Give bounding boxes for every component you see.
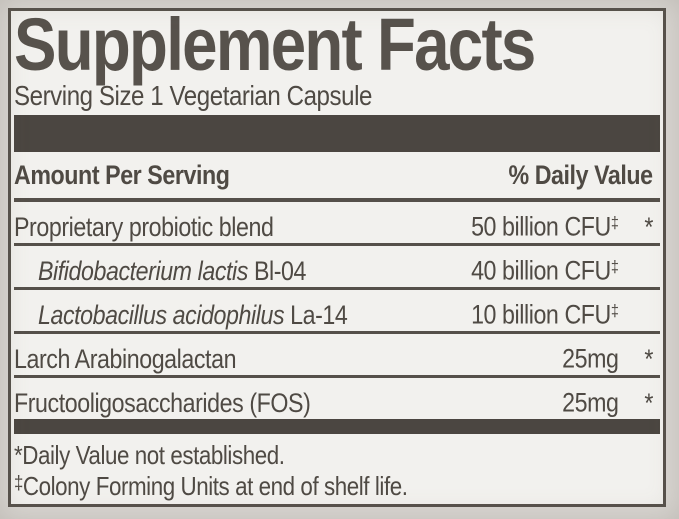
dagger-mark: ‡ [14,472,23,494]
dagger-mark: ‡ [610,257,619,276]
panel-title-text: Supplement Facts [14,8,536,86]
header-divider [14,198,660,202]
serving-size-text: Serving Size 1 Vegetarian Capsule [14,80,372,111]
amount-value: 50 billion CFU‡ [471,211,619,242]
ingredient-name: Lactobacillus acidophilus La-14 [38,299,348,330]
amount-value: 25mg [562,343,620,374]
row-divider [14,331,660,334]
ingredient-name: Proprietary probiotic blend [14,211,274,242]
table-row: Lactobacillus acidophilus La-14 10 billi… [14,290,660,331]
column-daily-value: % Daily Value [508,160,654,190]
footnote-cfu: ‡Colony Forming Units at end of shelf li… [14,470,408,501]
amount-value: 40 billion CFU‡ [471,255,619,286]
row-divider [14,243,660,246]
separator-bar-top [14,115,660,152]
table-row: Fructooligosaccharides (FOS) 25mg * [14,378,660,419]
daily-value-cell: * [644,387,653,418]
footnote-daily-value: *Daily Value not established. [14,440,285,470]
table-row: Larch Arabinogalactan 25mg * [14,334,660,375]
daily-value-cell [619,295,653,336]
ingredient-name: Fructooligosaccharides (FOS) [14,387,311,418]
footnotes: *Daily Value not established. ‡Colony Fo… [14,434,660,500]
daily-value-cell: * [644,343,653,374]
ingredient-name: Larch Arabinogalactan [14,343,237,374]
daily-value-cell: * [644,211,653,242]
separator-bar-bottom [14,419,660,434]
dagger-mark: ‡ [610,213,619,232]
supplement-facts-panel: Supplement Facts Serving Size 1 Vegetari… [8,8,666,507]
row-divider [14,375,660,378]
serving-size: Serving Size 1 Vegetarian Capsule [14,81,660,115]
amount-value: 10 billion CFU‡ [471,299,619,330]
ingredient-name: Bifidobacterium lactis Bl-04 [38,255,307,286]
asterisk-mark: * [14,440,23,470]
table-row: Proprietary probiotic blend 50 billion C… [14,202,660,243]
table-header: Amount Per Serving % Daily Value [14,152,660,198]
column-amount-per-serving: Amount Per Serving [14,160,230,190]
panel-title: Supplement Facts [14,8,660,86]
daily-value-cell [619,251,653,292]
table-row: Bifidobacterium lactis Bl-04 40 billion … [14,246,660,287]
dagger-mark: ‡ [610,301,619,320]
amount-value: 25mg [562,387,620,418]
row-divider [14,287,660,290]
